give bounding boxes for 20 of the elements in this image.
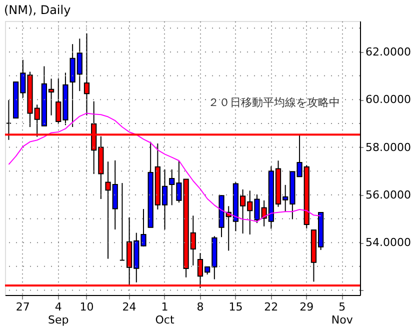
x-tick-label: 1 Oct (155, 300, 175, 326)
y-tick-label: 56.0000 (366, 188, 411, 202)
y-tick-label: 58.0000 (366, 140, 411, 154)
x-tick-label: 29 (300, 300, 314, 314)
y-tick-label: 62.0000 (366, 45, 411, 58)
x-tick-label: 5 Nov (331, 300, 354, 326)
candlestick (6, 100, 12, 140)
y-tick-label: 54.0000 (366, 236, 411, 250)
y-tick-label: 60.0000 (366, 93, 411, 106)
annotation: ２０日移動平均線を攻略中 (208, 96, 340, 109)
candlestick (84, 32, 90, 116)
chart-title: (NM), Daily (4, 3, 71, 17)
x-tick-label: 10 (80, 300, 94, 314)
x-tick-label: 24 (122, 300, 136, 314)
x-tick-label: 27 (16, 300, 30, 314)
x-tick-label: 15 (228, 300, 243, 314)
x-tick-label: 8 (196, 300, 204, 314)
x-tick-label: 4 Sep (48, 300, 69, 326)
x-tick-label: 22 (264, 300, 278, 314)
candlestick (119, 182, 126, 261)
